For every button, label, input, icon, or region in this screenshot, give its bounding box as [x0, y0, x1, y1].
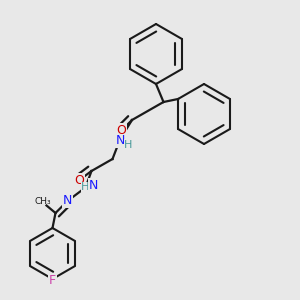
Text: CH₃: CH₃ [34, 197, 51, 206]
Text: F: F [49, 274, 56, 287]
Text: N: N [88, 178, 98, 192]
Text: N: N [63, 194, 72, 208]
Text: O: O [117, 124, 126, 137]
Text: H: H [124, 140, 133, 150]
Text: H: H [81, 182, 90, 193]
Text: N: N [115, 134, 125, 148]
Text: O: O [75, 173, 84, 187]
